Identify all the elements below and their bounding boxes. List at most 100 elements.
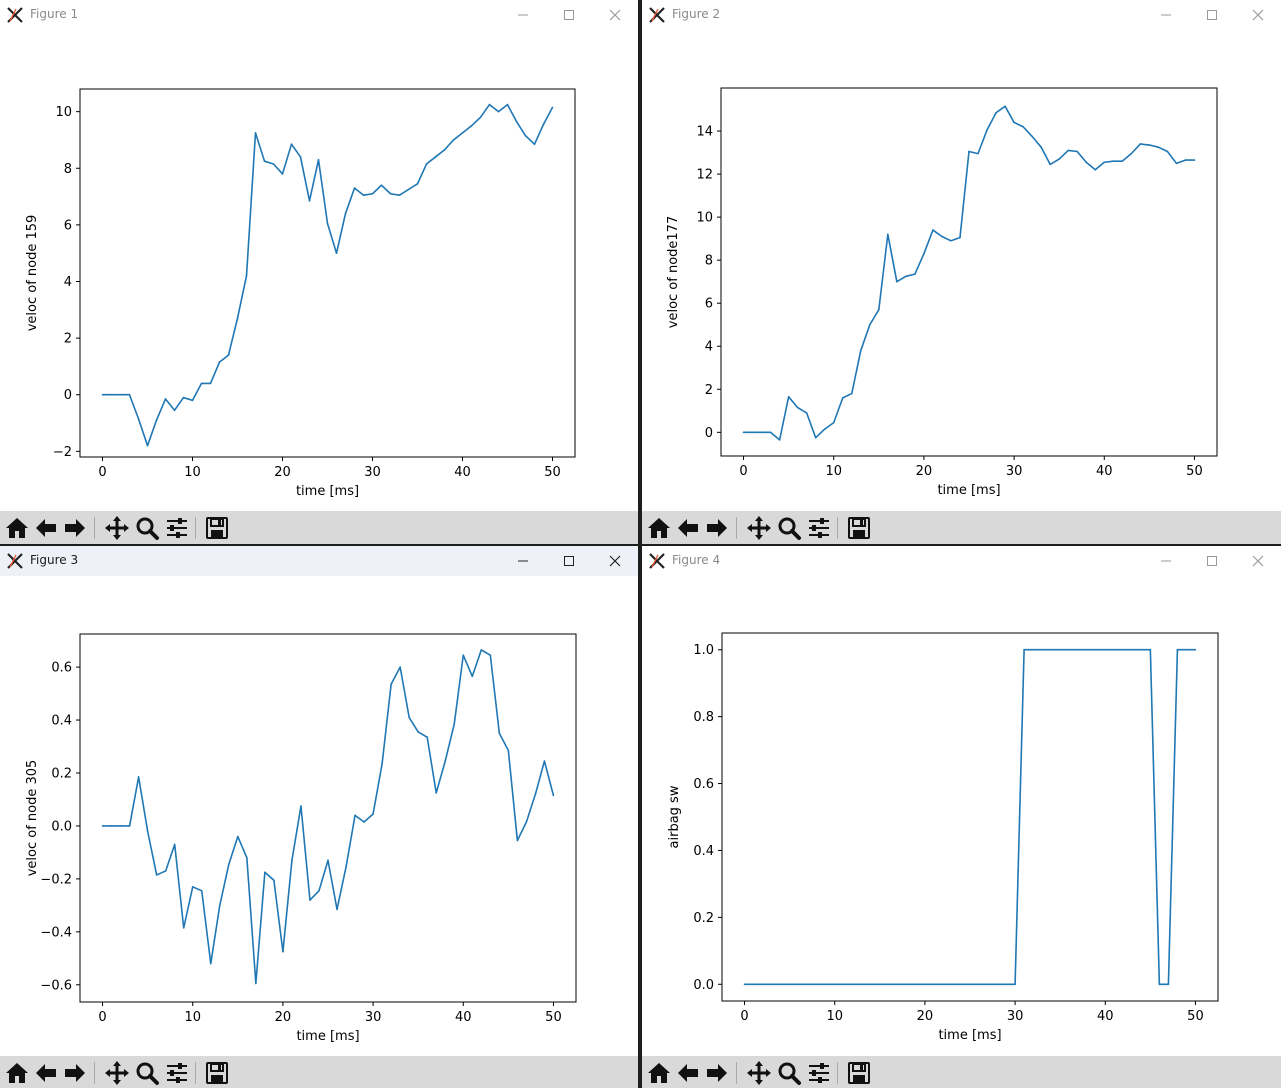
data-point	[950, 239, 952, 242]
close-button[interactable]	[605, 551, 625, 571]
data-point	[299, 156, 302, 158]
data-point	[200, 890, 203, 892]
x-tick-label: 50	[1187, 1009, 1204, 1024]
data-point	[1194, 648, 1197, 651]
data-point	[968, 150, 970, 153]
back-arrow-button[interactable]	[33, 515, 59, 541]
data-point	[542, 123, 545, 126]
window-title: Figure 1	[30, 7, 79, 21]
forward-arrow-button[interactable]	[62, 515, 88, 541]
pan-icon	[105, 1061, 129, 1085]
data-point	[390, 683, 392, 686]
home-button[interactable]	[4, 1060, 30, 1086]
configure-subplots-button[interactable]	[164, 1060, 190, 1086]
y-tick-label: 8	[705, 254, 713, 269]
data-point	[932, 229, 934, 231]
minimize-button[interactable]	[513, 551, 533, 571]
app-icon	[6, 552, 24, 570]
zoom-button[interactable]	[134, 1060, 160, 1086]
y-tick-label: 10	[696, 211, 713, 226]
data-point	[336, 908, 338, 911]
save-button[interactable]	[846, 515, 872, 541]
close-button[interactable]	[605, 5, 625, 25]
maximize-button[interactable]	[1202, 5, 1222, 25]
x-tick-label: 50	[545, 1010, 562, 1025]
data-point	[110, 825, 113, 827]
save-button[interactable]	[846, 1060, 872, 1086]
maximize-button[interactable]	[1202, 551, 1222, 571]
data-point	[778, 439, 781, 441]
home-button[interactable]	[646, 1060, 672, 1086]
y-tick-label: 0.4	[693, 844, 714, 859]
maximize-button[interactable]	[559, 551, 579, 571]
app-icon	[648, 6, 666, 24]
y-tick-label: 0	[64, 388, 72, 403]
configure-subplots-icon	[809, 518, 829, 538]
data-point	[119, 825, 122, 827]
data-point	[1040, 146, 1042, 148]
y-tick-label: 4	[64, 275, 72, 290]
configure-subplots-button[interactable]	[806, 1060, 832, 1086]
data-point	[381, 762, 383, 765]
zoom-button[interactable]	[134, 515, 160, 541]
data-point	[137, 776, 140, 778]
maximize-button[interactable]	[559, 5, 579, 25]
data-point	[354, 814, 356, 817]
data-point	[878, 308, 880, 311]
x-axis-label: time [ms]	[938, 1028, 1001, 1043]
data-point	[452, 139, 455, 141]
save-icon	[206, 517, 228, 539]
save-button[interactable]	[204, 515, 230, 541]
data-point	[326, 222, 329, 225]
forward-arrow-button[interactable]	[704, 515, 730, 541]
x-axis-label: time [ms]	[296, 1029, 359, 1044]
data-point	[805, 412, 808, 414]
close-button[interactable]	[1248, 5, 1268, 25]
x-tick-label: 10	[184, 1010, 201, 1025]
zoom-icon	[778, 1062, 801, 1085]
data-point	[146, 830, 149, 833]
back-arrow-button[interactable]	[33, 1060, 59, 1086]
x-tick-label: 0	[740, 1009, 748, 1024]
close-button[interactable]	[1248, 551, 1268, 571]
home-icon	[648, 1063, 670, 1083]
home-button[interactable]	[646, 515, 672, 541]
chart-svg: 0 10 20 30 40 50 −2 0 2 4 6 8 10 time [ms] veloc of no…	[25, 88, 576, 499]
minimize-button[interactable]	[1156, 5, 1176, 25]
minimize-button[interactable]	[513, 5, 533, 25]
x-tick-label: 20	[916, 464, 933, 479]
configure-subplots-button[interactable]	[164, 515, 190, 541]
zoom-button[interactable]	[776, 515, 802, 541]
back-arrow-button[interactable]	[675, 1060, 701, 1086]
data-point	[416, 183, 419, 185]
data-point	[896, 280, 898, 283]
series-line	[102, 649, 555, 985]
back-arrow-button[interactable]	[675, 515, 701, 541]
data-point	[272, 163, 275, 165]
save-button[interactable]	[204, 1060, 230, 1086]
data-point	[479, 116, 482, 119]
configure-subplots-button[interactable]	[806, 515, 832, 541]
home-icon	[6, 1063, 28, 1083]
forward-arrow-button[interactable]	[704, 1060, 730, 1086]
forward-arrow-button[interactable]	[62, 1060, 88, 1086]
x-axis-label: time [ms]	[296, 484, 359, 499]
minimize-button[interactable]	[1156, 551, 1176, 571]
data-point	[1022, 125, 1024, 128]
pan-button[interactable]	[746, 1060, 772, 1086]
zoom-button[interactable]	[776, 1060, 802, 1086]
data-point	[453, 723, 456, 725]
pan-button[interactable]	[104, 1060, 130, 1086]
x-tick-label: 10	[826, 1009, 843, 1024]
pan-button[interactable]	[104, 515, 130, 541]
data-point	[551, 106, 554, 109]
axes-frame	[720, 87, 1218, 457]
pan-button[interactable]	[746, 515, 772, 541]
data-point	[218, 904, 221, 907]
x-tick-label: 10	[825, 464, 842, 479]
home-button[interactable]	[4, 515, 30, 541]
data-point	[488, 103, 491, 106]
data-point	[444, 760, 447, 762]
home-icon	[648, 518, 670, 538]
toolbar-separator	[94, 1062, 95, 1084]
